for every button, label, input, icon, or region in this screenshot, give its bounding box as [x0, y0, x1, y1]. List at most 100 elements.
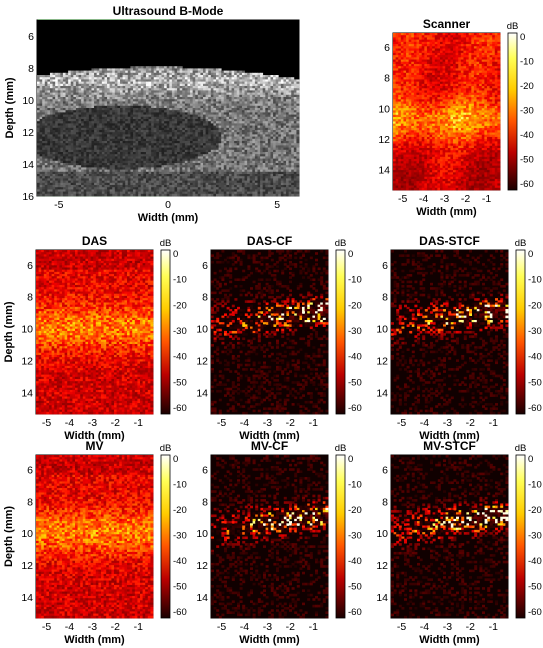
ytick-e: 12 — [376, 356, 388, 368]
colorbar-tick-b: -20 — [520, 81, 534, 92]
colorbar-tick-e: -30 — [528, 326, 542, 337]
ytick-h: 10 — [376, 528, 388, 540]
colorbar-unit-b: dB — [507, 21, 519, 32]
ytick-b: 14 — [378, 165, 390, 177]
colorbar-tick-d: -10 — [348, 275, 362, 286]
colorbar-tick-h: 0 — [528, 454, 533, 465]
colorbar-tick-c: -20 — [173, 300, 187, 311]
colorbar-unit-d: dB — [335, 238, 347, 249]
colorbar-tick-c: 0 — [173, 249, 178, 260]
colorbar-tick-f: -20 — [173, 505, 187, 516]
xtick-e: -5 — [397, 417, 406, 429]
colorbar-b — [507, 32, 518, 191]
colorbar-tick-d: -30 — [348, 326, 362, 337]
xtick-g: -1 — [309, 621, 318, 633]
xtick-g: -2 — [286, 621, 295, 633]
title-a: Ultrasound B-Mode — [113, 4, 224, 18]
ytick-b: 8 — [384, 73, 390, 85]
colorbar-tick-e: 0 — [528, 249, 533, 260]
xtick-c: -3 — [88, 417, 97, 429]
colorbar-tick-d: 0 — [348, 249, 353, 260]
title-h: MV-STCF — [423, 439, 476, 453]
colorbar-tick-g: -40 — [348, 556, 362, 567]
ytick-c: 10 — [21, 324, 33, 336]
colorbar-tick-b: -60 — [520, 179, 534, 190]
colorbar-tick-b: -10 — [520, 57, 534, 68]
ytick-h: 12 — [376, 560, 388, 572]
ytick-a: 16 — [22, 191, 34, 203]
xtick-b: -2 — [461, 193, 470, 205]
ytick-b: 10 — [378, 103, 390, 115]
xtick-b: -5 — [398, 193, 407, 205]
xtick-d: -5 — [217, 417, 226, 429]
image-d — [211, 250, 329, 415]
xtick-e: -3 — [443, 417, 452, 429]
colorbar-unit-f: dB — [160, 443, 172, 454]
xtick-g: -5 — [217, 621, 226, 633]
title-g: MV-CF — [251, 439, 288, 453]
colorbar-tick-c: -10 — [173, 275, 187, 286]
image-a — [37, 20, 300, 197]
ytick-e: 8 — [382, 292, 388, 304]
ytick-f: 12 — [21, 560, 33, 572]
xtick-d: -3 — [263, 417, 272, 429]
colorbar-tick-f: -60 — [173, 607, 187, 618]
xlabel-a: Width (mm) — [138, 212, 199, 224]
xtick-c: -4 — [65, 417, 74, 429]
colorbar-tick-g: 0 — [348, 454, 353, 465]
colorbar-tick-f: 0 — [173, 454, 178, 465]
colorbar-tick-f: -10 — [173, 480, 187, 491]
colorbar-tick-b: -30 — [520, 106, 534, 117]
colorbar-tick-g: -60 — [348, 607, 362, 618]
colorbar-tick-h: -60 — [528, 607, 542, 618]
ytick-c: 12 — [21, 356, 33, 368]
xtick-f: -3 — [88, 621, 97, 633]
colorbar-unit-e: dB — [515, 238, 527, 249]
ytick-c: 6 — [27, 260, 33, 272]
image-e — [391, 250, 509, 415]
xtick-a: 0 — [165, 199, 171, 211]
xlabel-h: Width (mm) — [419, 634, 480, 646]
colorbar-tick-h: -10 — [528, 480, 542, 491]
xtick-h: -2 — [466, 621, 475, 633]
xtick-c: -2 — [111, 417, 120, 429]
colorbar-tick-d: -60 — [348, 403, 362, 414]
xlabel-d: Width (mm) — [239, 430, 300, 442]
ytick-e: 14 — [376, 388, 388, 400]
xtick-f: -4 — [65, 621, 74, 633]
xtick-f: -2 — [111, 621, 120, 633]
colorbar-h — [515, 454, 526, 619]
ytick-g: 8 — [202, 496, 208, 508]
ytick-h: 14 — [376, 592, 388, 604]
xlabel-e: Width (mm) — [419, 430, 480, 442]
colorbar-tick-b: 0 — [520, 32, 525, 43]
colorbar-tick-c: -60 — [173, 403, 187, 414]
xtick-d: -4 — [240, 417, 249, 429]
colorbar-g — [335, 454, 346, 619]
xtick-f: -5 — [42, 621, 51, 633]
xtick-f: -1 — [134, 621, 143, 633]
ytick-d: 6 — [202, 260, 208, 272]
xtick-c: -5 — [42, 417, 51, 429]
image-h — [391, 455, 509, 619]
ytick-f: 14 — [21, 592, 33, 604]
ytick-a: 8 — [28, 63, 34, 75]
title-f: MV — [86, 439, 104, 453]
xtick-c: -1 — [134, 417, 143, 429]
colorbar-unit-h: dB — [515, 443, 527, 454]
xtick-h: -1 — [489, 621, 498, 633]
xtick-e: -1 — [489, 417, 498, 429]
ytick-f: 10 — [21, 528, 33, 540]
xtick-e: -4 — [420, 417, 429, 429]
ytick-b: 12 — [378, 134, 390, 146]
colorbar-tick-e: -20 — [528, 300, 542, 311]
ytick-d: 8 — [202, 292, 208, 304]
colorbar-tick-b: -40 — [520, 130, 534, 141]
xlabel-f: Width (mm) — [64, 634, 125, 646]
title-b: Scanner — [423, 17, 471, 31]
ytick-g: 12 — [196, 560, 208, 572]
colorbar-tick-f: -50 — [173, 582, 187, 593]
image-f — [36, 455, 154, 619]
